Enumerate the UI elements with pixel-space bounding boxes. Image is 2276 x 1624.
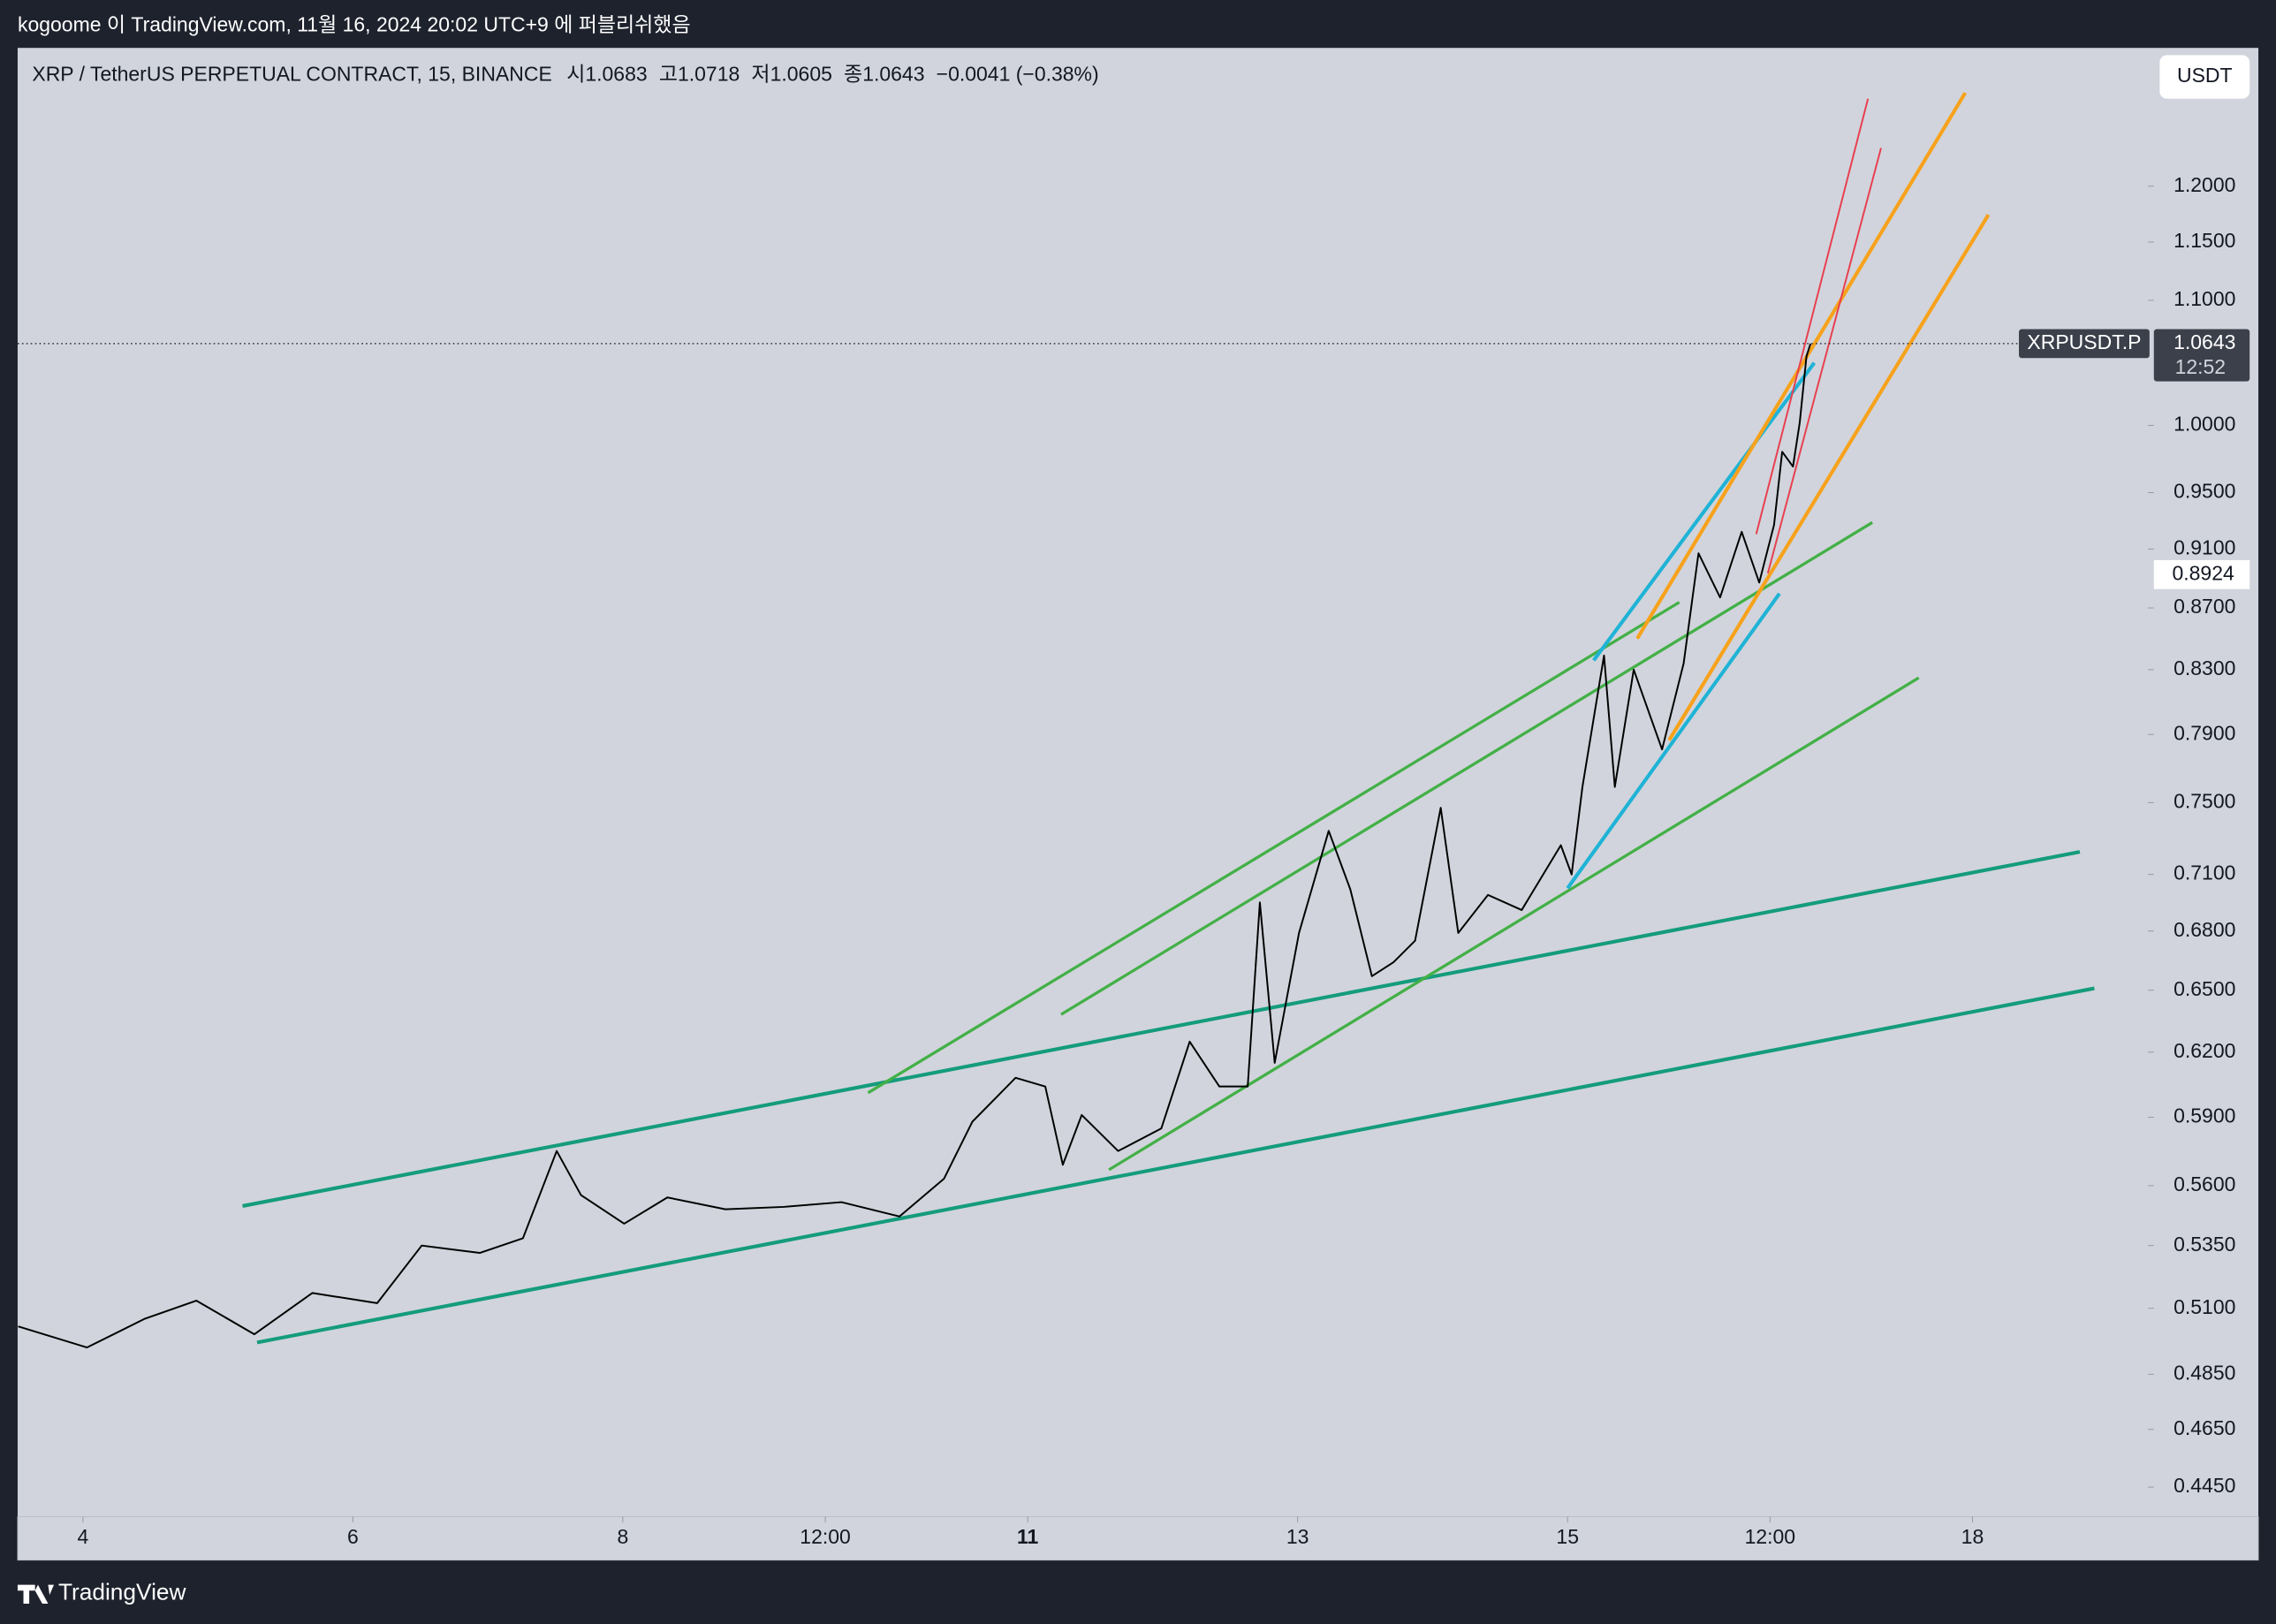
- trend-line: [1635, 92, 1968, 640]
- symbol-label-box: [2019, 329, 2150, 359]
- y-tick-label: 0.7100: [2174, 861, 2235, 884]
- ohlc-value: 1.0683: [585, 62, 647, 85]
- trend-line: [1766, 148, 1882, 574]
- time-axis: [17, 1516, 2259, 1561]
- y-tick-label: 0.8700: [2174, 595, 2235, 618]
- symbol-title: XRP / TetherUS PERPETUAL CONTRACT, 15, B…: [32, 62, 551, 85]
- trend-line: [256, 986, 2095, 1345]
- watermark: kogoome 이 TradingView.com, 11월 16, 2024 …: [18, 13, 691, 36]
- trend-line: [1060, 520, 1873, 1016]
- ohlc-label: 저: [751, 62, 770, 85]
- x-tick-label: 6: [347, 1525, 359, 1548]
- legend: XRP / TetherUS PERPETUAL CONTRACT, 15, B…: [32, 62, 1098, 85]
- trend-line: [1592, 361, 1817, 662]
- crosshair-price-box: [2153, 559, 2250, 589]
- drawings: [242, 92, 2095, 1345]
- trend-line: [867, 601, 1680, 1095]
- y-tick-label: 0.6800: [2174, 918, 2235, 941]
- y-tick-label: 0.8300: [2174, 656, 2235, 679]
- x-tick-label: 8: [618, 1525, 629, 1548]
- trend-line: [1566, 592, 1781, 890]
- y-tick-label: 0.7900: [2174, 721, 2235, 744]
- last-price-box: [2153, 329, 2250, 382]
- crosshair-price-label: 0.8924: [2172, 561, 2234, 584]
- x-tick-label: 12:00: [1745, 1525, 1796, 1548]
- x-tick-label: 12:00: [800, 1525, 851, 1548]
- y-tick-label: 0.5600: [2174, 1172, 2235, 1195]
- trend-line: [1667, 214, 1991, 741]
- trend-line: [242, 850, 2081, 1208]
- ohlc-label: 시: [566, 62, 585, 85]
- trend-line: [1755, 98, 1870, 535]
- y-tick-label: 0.4650: [2174, 1416, 2235, 1439]
- y-tick-label: 1.1000: [2174, 287, 2235, 310]
- x-tick-label: 15: [1556, 1525, 1579, 1548]
- y-tick-label: 0.5900: [2174, 1104, 2235, 1127]
- x-tick-label: 13: [1286, 1525, 1309, 1548]
- currency-button[interactable]: [2159, 55, 2250, 99]
- x-tick-label: 4: [77, 1525, 88, 1548]
- ohlc-value: 1.0643: [862, 62, 924, 85]
- x-tick-label: 18: [1961, 1525, 1984, 1548]
- y-tick-label: 0.6500: [2174, 977, 2235, 1000]
- chart-pane: [17, 48, 2259, 1560]
- y-tick-label: 0.5350: [2174, 1233, 2235, 1256]
- last-price-label: 1.0643: [2174, 330, 2235, 353]
- change: −0.0041 (−0.38%): [937, 62, 1099, 85]
- brand: TradingView: [58, 1578, 187, 1605]
- ohlc-value: 1.0605: [770, 62, 832, 85]
- y-tick-label: 0.4450: [2174, 1474, 2235, 1497]
- y-tick-label: 0.4850: [2174, 1361, 2235, 1384]
- y-tick-label: 1.0000: [2174, 412, 2235, 435]
- brand-logo: [17, 1584, 55, 1605]
- y-tick-label: 1.1500: [2174, 229, 2235, 252]
- x-tick-label: 11: [1017, 1525, 1039, 1548]
- symbol-label: XRPUSDT.P: [2027, 330, 2141, 353]
- y-tick-label: 0.9500: [2174, 480, 2235, 503]
- y-tick-label: 0.6200: [2174, 1039, 2235, 1062]
- y-tick-label: 0.5100: [2174, 1295, 2235, 1318]
- ohlc-value: 1.0718: [678, 62, 740, 85]
- y-tick-label: 1.2000: [2174, 173, 2235, 196]
- currency-label[interactable]: USDT: [2177, 64, 2233, 87]
- ohlc-label: 종: [844, 62, 862, 85]
- y-tick-label: 0.9100: [2174, 535, 2235, 558]
- ohlc-label: 고: [659, 62, 678, 85]
- countdown: 12:52: [2175, 355, 2227, 378]
- y-tick-label: 0.7500: [2174, 789, 2235, 812]
- trend-line: [1108, 676, 1920, 1172]
- price-line: [18, 343, 1812, 1348]
